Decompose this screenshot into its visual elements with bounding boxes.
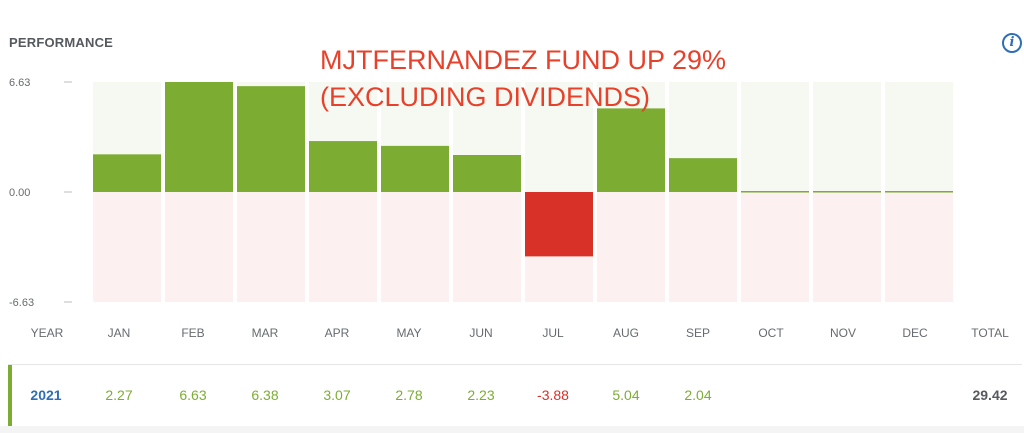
column-bg-negative xyxy=(597,192,665,302)
column-bg-negative xyxy=(669,192,737,302)
month-value-cell: 3.07 xyxy=(323,387,351,403)
column-bg-positive xyxy=(741,82,809,192)
bar xyxy=(597,108,665,192)
column-header: YEAR xyxy=(30,326,64,340)
column-header: DEC xyxy=(902,326,928,340)
year-link[interactable]: 2021 xyxy=(30,387,62,403)
column-header: JAN xyxy=(107,326,131,340)
bar xyxy=(93,154,161,192)
bar xyxy=(669,158,737,192)
column-bg-positive xyxy=(525,82,593,192)
month-value-cell: -3.88 xyxy=(537,387,569,403)
performance-bar-chart: 6.63 0.00 -6.63 xyxy=(9,77,953,309)
column-header: SEP xyxy=(685,326,711,340)
column-bg-negative xyxy=(813,192,881,302)
table-row[interactable]: 2021 2.27 6.63 6.38 3.07 2.78 2.23 -3.88 5.04 2.0… xyxy=(8,364,1022,427)
month-value-cell: 2.78 xyxy=(395,387,423,403)
month-value-cell: 6.38 xyxy=(251,387,279,403)
column-header: APR xyxy=(324,326,350,340)
column-header: NOV xyxy=(829,326,857,340)
column-bg-negative xyxy=(453,192,521,302)
bar xyxy=(453,155,521,192)
bar xyxy=(525,192,593,257)
column-bg-positive xyxy=(885,82,953,192)
column-header: AUG xyxy=(612,326,640,340)
column-bg-positive xyxy=(813,82,881,192)
column-bg-negative xyxy=(309,192,377,302)
headline-line-1: MJTFERNANDEZ FUND UP 29% xyxy=(320,45,727,75)
bar xyxy=(381,145,449,192)
column-bg-negative xyxy=(741,192,809,302)
column-header: JUN xyxy=(469,326,493,340)
y-tick-label: 0.00 xyxy=(9,187,30,199)
column-header: OCT xyxy=(758,326,784,340)
column-bg-negative xyxy=(885,192,953,302)
column-bg-negative xyxy=(93,192,161,302)
month-value-cell: 2.27 xyxy=(105,387,133,403)
column-bg-negative xyxy=(381,192,449,302)
y-tick-label: -6.63 xyxy=(9,297,34,309)
column-header: TOTAL xyxy=(971,326,1009,340)
total-value-cell: 29.42 xyxy=(972,387,1008,403)
bottom-strip xyxy=(0,426,1024,433)
column-bg-negative xyxy=(165,192,233,302)
month-value-cell: 2.23 xyxy=(467,387,495,403)
bar xyxy=(237,86,305,192)
headline-annotation: MJTFERNANDEZ FUND UP 29% (EXCLUDING DIVI… xyxy=(320,42,726,116)
y-tick-label: 6.63 xyxy=(9,77,30,89)
column-bg-negative xyxy=(237,192,305,302)
row-accent-bar xyxy=(8,365,12,426)
bar xyxy=(741,191,809,193)
column-header: MAY xyxy=(396,326,422,340)
panel-title: PERFORMANCE xyxy=(9,35,114,50)
table-header-row: YEAR JAN FEB MAR APR MAY JUN JUL AUG SEP OCT NOV DEC… xyxy=(0,320,1024,346)
headline-line-2: (EXCLUDING DIVIDENDS) xyxy=(320,82,651,112)
column-header: JUL xyxy=(542,326,564,340)
column-header: FEB xyxy=(181,326,205,340)
bar xyxy=(885,191,953,193)
info-icon[interactable]: i xyxy=(1002,33,1022,53)
bar xyxy=(813,191,881,193)
month-value-cell: 2.04 xyxy=(684,387,712,403)
bar xyxy=(165,82,233,192)
column-header: MAR xyxy=(251,326,279,340)
bar xyxy=(309,141,377,192)
month-value-cell: 6.63 xyxy=(179,387,207,403)
month-value-cell: 5.04 xyxy=(612,387,640,403)
